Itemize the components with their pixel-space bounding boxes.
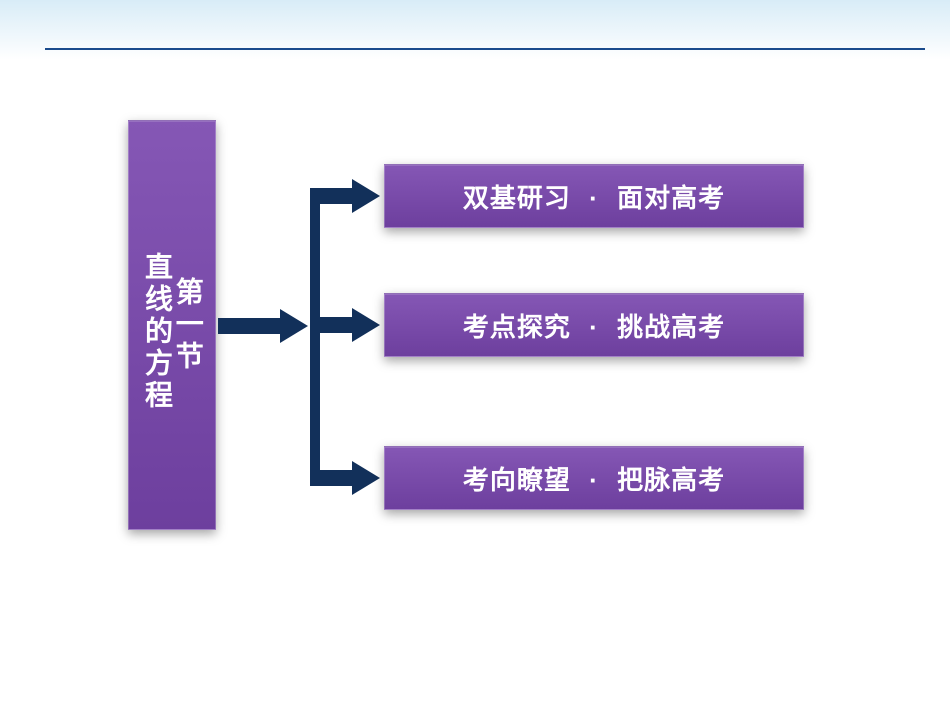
arrow-main — [218, 312, 312, 340]
branch-1-right: 面对高考 — [617, 183, 725, 213]
header-rule — [45, 48, 925, 50]
branch-1-left: 双基研习 — [463, 183, 571, 213]
branch-3-left: 考向瞭望 — [463, 465, 571, 495]
branch-box-3: 考向瞭望 · 把脉高考 — [384, 446, 804, 510]
branch-box-1: 双基研习 · 面对高考 — [384, 164, 804, 228]
section-title-box: 第一节 直线的方程 — [128, 120, 216, 530]
branch-3-right: 把脉高考 — [617, 465, 725, 495]
arrow-branch-3 — [310, 464, 384, 492]
branch-2-right: 挑战高考 — [617, 312, 725, 342]
branch-text-3: 考向瞭望 · 把脉高考 — [463, 460, 725, 497]
section-title: 第一节 直线的方程 — [141, 238, 203, 412]
separator-dot: · — [589, 465, 599, 496]
separator-dot: · — [589, 183, 599, 214]
arrow-branch-1 — [310, 182, 384, 210]
section-title-line1: 第一节 — [172, 238, 203, 412]
branch-box-2: 考点探究 · 挑战高考 — [384, 293, 804, 357]
arrow-branch-2 — [310, 311, 384, 339]
separator-dot: · — [589, 312, 599, 343]
branch-text-2: 考点探究 · 挑战高考 — [463, 307, 725, 344]
section-title-line2: 直线的方程 — [141, 252, 172, 412]
branch-text-1: 双基研习 · 面对高考 — [463, 178, 725, 215]
branch-2-left: 考点探究 — [463, 312, 571, 342]
header-gradient — [0, 0, 950, 60]
